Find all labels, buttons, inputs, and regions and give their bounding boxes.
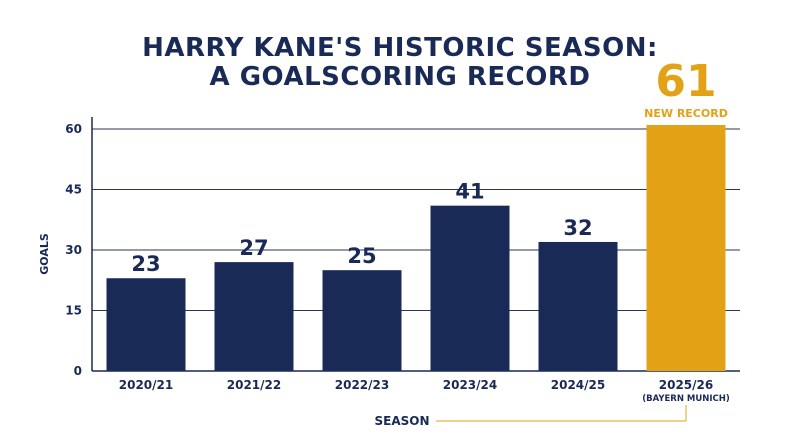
x-tick-label: 2025/26 — [659, 378, 713, 392]
bar-value-label: 41 — [455, 180, 484, 204]
new-record-annotation: NEW RECORD — [644, 107, 728, 120]
x-tick-label: 2021/22 — [227, 378, 281, 392]
highlight-value-label: 61 — [655, 56, 716, 107]
y-tick-label: 45 — [65, 183, 82, 197]
x-tick-label: 2023/24 — [443, 378, 497, 392]
bar-value-label: 25 — [347, 244, 376, 268]
bar-value-label: 23 — [131, 252, 160, 276]
bar — [430, 205, 510, 371]
bar — [214, 262, 294, 371]
bar — [322, 270, 402, 371]
x-tick-label: 2020/21 — [119, 378, 173, 392]
y-tick-label: 30 — [65, 243, 82, 257]
bar — [646, 125, 726, 371]
bar-value-label: 27 — [239, 236, 268, 260]
x-tick-label: 2024/25 — [551, 378, 605, 392]
x-tick-sublabel: (BAYERN MUNICH) — [642, 394, 730, 404]
chart-title-line2: A GOALSCORING RECORD — [209, 62, 591, 92]
y-axis-label: GOALS — [38, 233, 51, 275]
y-tick-label: 15 — [65, 304, 82, 318]
x-axis-label: SEASON — [374, 414, 429, 428]
y-tick-label: 60 — [65, 122, 82, 136]
x-tick-label: 2022/23 — [335, 378, 389, 392]
bar — [538, 241, 618, 371]
chart-title-line1: HARRY KANE'S HISTORIC SEASON: — [142, 33, 658, 63]
y-tick-label: 0 — [74, 364, 82, 378]
bar — [106, 278, 186, 371]
bar-value-label: 32 — [563, 216, 592, 240]
